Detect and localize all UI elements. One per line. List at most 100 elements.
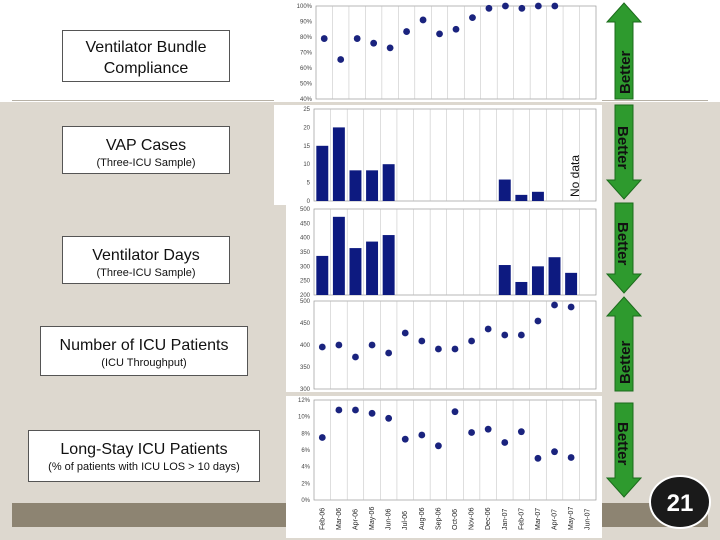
x-tick-label: Nov-06 (469, 507, 476, 530)
y-tick-label: 6% (301, 448, 310, 454)
data-point (501, 439, 509, 446)
data-point (352, 353, 359, 361)
chart-vap-cases: 0 5 10 15 20 25 No data (303, 107, 597, 205)
y-tick-label: 4% (301, 465, 310, 471)
x-tick-label: Jul-06 (402, 511, 409, 530)
better-arrow-days: Better (606, 202, 642, 294)
bar (531, 266, 544, 295)
x-tick-label: Aug-06 (419, 507, 426, 530)
data-point (335, 341, 343, 349)
data-point (451, 345, 459, 353)
data-point (368, 409, 376, 417)
y-tick-label: 0% (301, 498, 310, 504)
bar (349, 248, 362, 295)
x-tick-label: May-06 (369, 507, 376, 530)
data-point (484, 325, 492, 333)
data-point (534, 454, 542, 462)
chart-number-of-icu-patients: 300 350 400 450 500 (300, 299, 597, 392)
bar (366, 170, 379, 201)
data-point (352, 406, 359, 414)
x-tick-label: Jan-07 (502, 508, 509, 530)
bar (382, 164, 395, 201)
down-arrow-icon (606, 402, 642, 498)
y-tick-label: 300 (300, 264, 311, 270)
chart-panel-long: 0% 2% 4% 6% 8% 10% 12% Feb-06 Mar-06 Apr-06 May-06… (286, 396, 602, 538)
bar (349, 170, 362, 201)
y-tick-label: 350 (300, 250, 311, 256)
data-point (501, 331, 509, 339)
bar (548, 257, 561, 295)
y-tick-label: 2% (301, 481, 310, 487)
y-tick-label: 50% (300, 82, 313, 88)
label-ventilator-days: Ventilator Days (Three-ICU Sample) (62, 236, 230, 284)
data-point (337, 56, 345, 63)
data-point (435, 442, 442, 450)
down-arrow-icon (606, 104, 642, 200)
data-point (418, 337, 426, 345)
bar (316, 145, 329, 201)
x-tick-label: Oct-06 (452, 509, 459, 530)
x-tick-label: Mar-07 (535, 508, 542, 530)
data-point (335, 406, 343, 414)
data-point (419, 16, 427, 24)
data-point (517, 428, 525, 436)
data-point (435, 345, 442, 353)
y-tick-label: 40% (300, 97, 313, 102)
y-tick-label: 10% (298, 415, 311, 421)
page-number-badge: 21 (649, 475, 711, 529)
data-point (353, 35, 361, 42)
y-tick-label: 300 (300, 387, 311, 392)
bar (366, 241, 379, 295)
up-arrow-icon (606, 296, 642, 392)
data-point (518, 4, 526, 12)
y-tick-label: 500 (300, 207, 311, 213)
x-tick-label: Mar-06 (336, 508, 343, 530)
data-point (403, 28, 410, 35)
y-tick-label: 350 (300, 365, 311, 371)
bar (382, 235, 395, 295)
y-tick-label: 0 (307, 199, 311, 205)
y-tick-label: 90% (300, 20, 313, 26)
x-tick-label: Dec-06 (485, 507, 492, 530)
y-tick-label: 500 (300, 299, 311, 305)
y-tick-label: 20 (303, 125, 310, 131)
better-label: Better (614, 126, 631, 170)
y-tick-label: 25 (303, 107, 310, 113)
badge-shape (649, 475, 711, 529)
data-point (320, 35, 328, 42)
chart-long-stay-patients: 0% 2% 4% 6% 8% 10% 12% Feb-06 Mar-06 Apr-06 May-06… (298, 398, 597, 530)
x-tick-label: Jun-06 (386, 508, 393, 530)
y-tick-label: 60% (300, 66, 313, 72)
x-tick-label: Sep-06 (435, 507, 442, 530)
data-point (502, 2, 509, 10)
y-tick-label: 8% (301, 431, 310, 437)
chart-panel-days: 200 250 300 350 400 450 500 (286, 205, 602, 297)
label-title: Ventilator Bundle Compliance (85, 39, 207, 77)
data-point (418, 431, 426, 439)
bar (531, 191, 544, 201)
data-point (534, 2, 542, 10)
down-arrow-icon (606, 202, 642, 294)
data-point (534, 317, 542, 325)
data-point (368, 341, 376, 349)
label-vap-cases: VAP Cases (Three-ICU Sample) (62, 126, 230, 174)
label-title: VAP Cases (105, 137, 187, 154)
label-subtitle: (Three-ICU Sample) (96, 157, 196, 169)
data-point (401, 329, 409, 337)
data-point (551, 2, 559, 10)
chart-ventilator-days: 200 250 300 350 400 450 500 (300, 207, 597, 297)
data-point (385, 414, 393, 422)
better-label: Better (617, 50, 634, 94)
y-tick-label: 450 (300, 321, 311, 327)
label-number-of-icu-patients: Number of ICU Patients (ICU Throughput) (40, 326, 248, 376)
data-point (469, 14, 476, 22)
label-subtitle: (Three-ICU Sample) (96, 267, 196, 279)
better-label: Better (617, 340, 634, 384)
bar (515, 281, 528, 295)
better-label: Better (614, 222, 631, 266)
chart-panel-vap: 0 5 10 15 20 25 No data (274, 105, 602, 205)
data-point (436, 30, 443, 38)
y-tick-label: 250 (300, 279, 311, 285)
y-tick-label: 200 (300, 293, 311, 297)
y-tick-label: 5 (307, 181, 311, 187)
